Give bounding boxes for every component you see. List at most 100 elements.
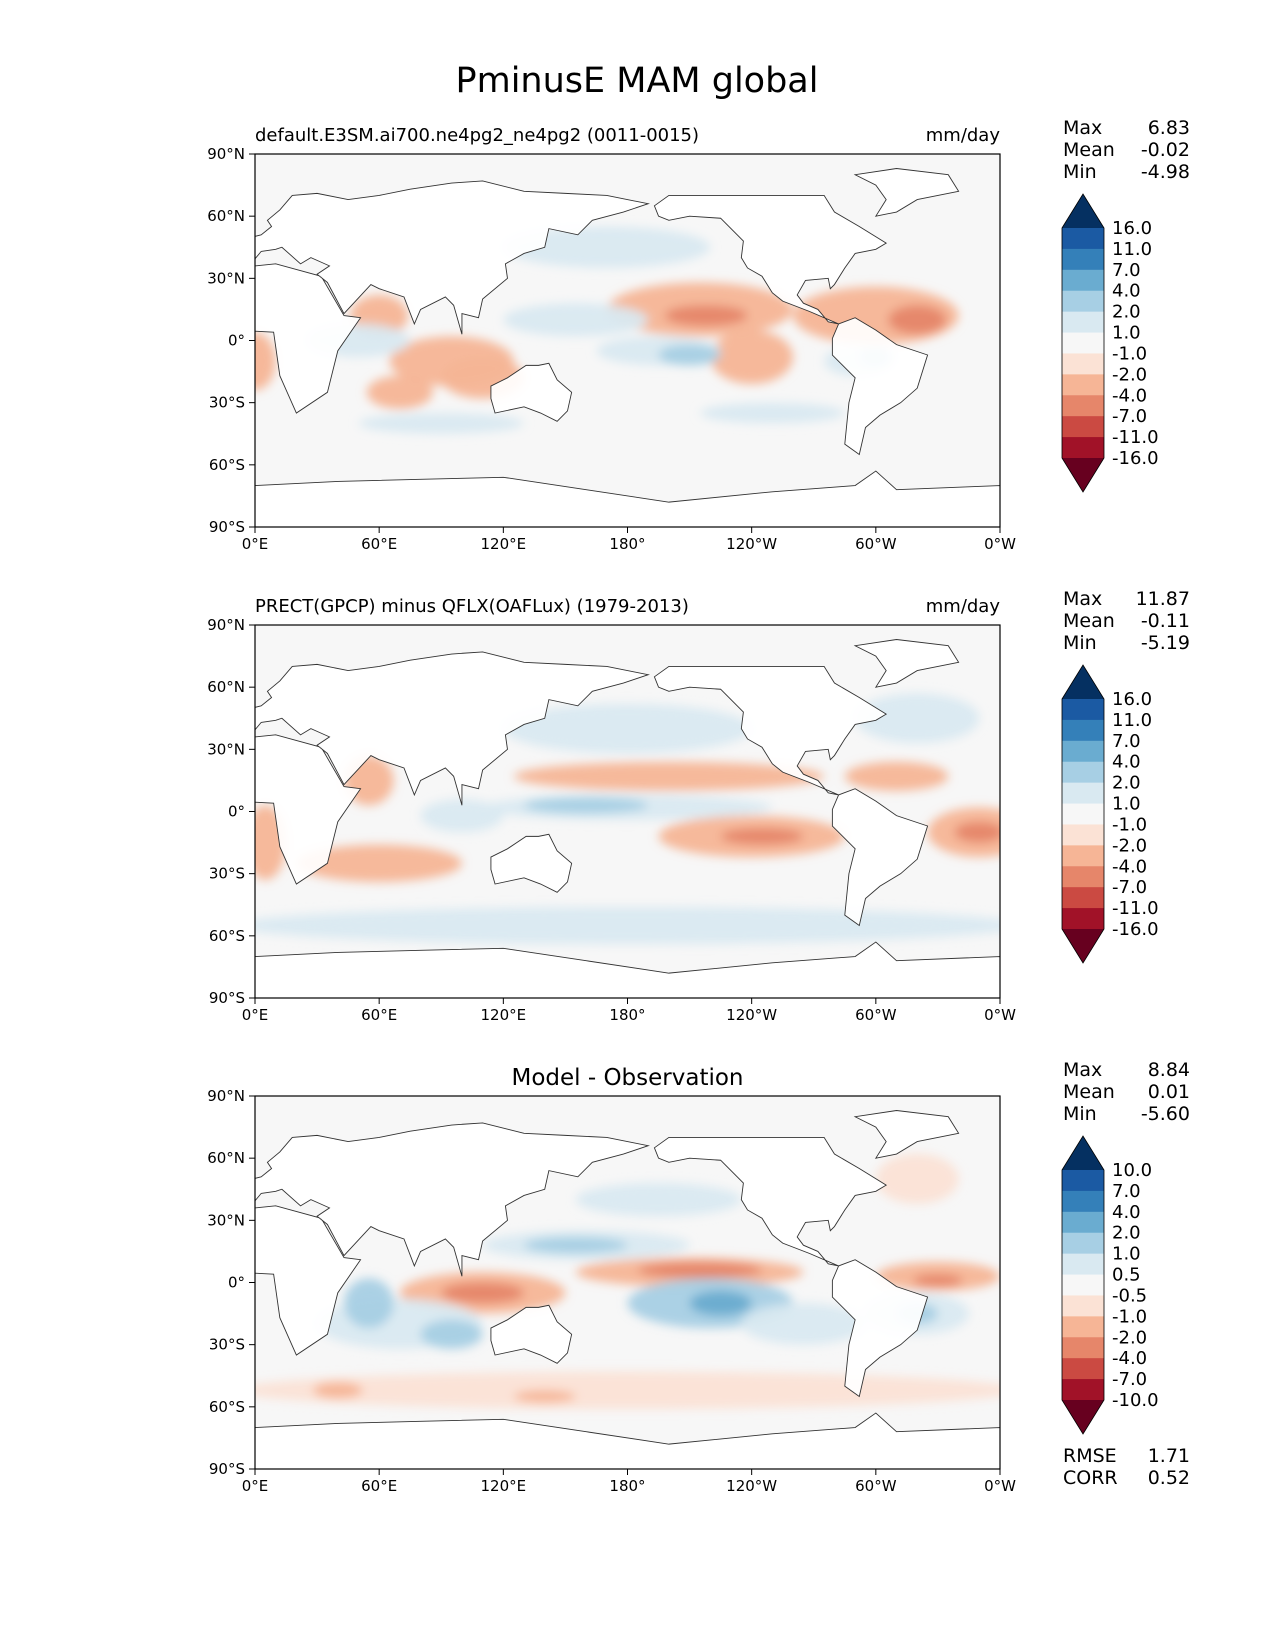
contour-region — [664, 305, 748, 326]
y-tick-label: 60°N — [207, 678, 245, 696]
colorbar-segment — [1062, 374, 1104, 396]
x-tick-label: 180° — [609, 1006, 645, 1024]
colorbar-label: -4.0 — [1112, 856, 1147, 877]
contour-region — [255, 906, 1000, 945]
colorbar-segment — [1062, 782, 1104, 805]
x-tick-label: 120°W — [726, 535, 777, 553]
colorbar-segment — [1062, 1316, 1104, 1338]
colorbar-label: 11.0 — [1112, 239, 1152, 260]
coastline — [853, 1110, 960, 1159]
units-label: mm/day — [926, 125, 1001, 146]
panel-subtitle-center: Model - Observation — [511, 1065, 743, 1091]
stat-label: Max — [1063, 588, 1102, 610]
contour-region — [844, 761, 949, 791]
contour-region — [913, 1274, 963, 1287]
colorbar-label: 4.0 — [1112, 281, 1141, 302]
contour-region — [875, 1154, 959, 1204]
map-area — [255, 154, 1000, 527]
stat-label: Mean — [1063, 610, 1115, 632]
units-label: mm/day — [926, 596, 1001, 617]
contour-region — [358, 413, 525, 434]
colorbar-label: -10.0 — [1112, 1390, 1159, 1411]
x-tick-label: 60°E — [361, 535, 397, 553]
colorbar: 16.011.07.04.02.01.0-1.0-2.0-4.0-7.0-11.… — [1061, 664, 1159, 964]
stat-value: 0.01 — [1148, 1081, 1190, 1103]
contour-region — [503, 226, 711, 268]
coastline — [653, 194, 888, 325]
contour-region — [296, 844, 462, 882]
stat-value: 0.52 — [1148, 1467, 1190, 1489]
colorbar-label: -7.0 — [1112, 877, 1147, 898]
stat-value: 8.84 — [1148, 1059, 1190, 1081]
colorbar-segment — [1062, 228, 1104, 250]
y-tick-label: 90°N — [207, 616, 245, 634]
contour-region — [513, 1390, 576, 1403]
x-tick-label: 0°W — [984, 1006, 1016, 1024]
colorbar-segment — [1062, 1295, 1104, 1317]
colorbar-extend-top — [1062, 1136, 1104, 1170]
coastline — [255, 941, 1000, 998]
colorbar-segment — [1062, 437, 1104, 459]
colorbar-segment — [1062, 824, 1104, 846]
y-tick-label: 60°S — [209, 456, 245, 474]
coastline — [853, 639, 960, 688]
x-tick-label: 0°E — [242, 1006, 269, 1024]
colorbar-label: 10.0 — [1112, 1160, 1152, 1181]
coastline — [831, 317, 929, 456]
coastline — [853, 168, 960, 217]
stat-value: -5.60 — [1141, 1103, 1190, 1125]
contour-region — [888, 305, 947, 335]
y-tick-label: 0° — [228, 1274, 245, 1292]
x-tick-label: 120°E — [481, 535, 527, 553]
y-tick-label: 30°N — [207, 1211, 245, 1229]
colorbar-segment — [1062, 1358, 1104, 1380]
colorbar-extend-bottom — [1062, 929, 1104, 963]
colorbar-segment — [1062, 290, 1104, 313]
coastline — [255, 263, 362, 414]
colorbar-label: -11.0 — [1112, 898, 1159, 919]
colorbar-label: 2.0 — [1112, 773, 1141, 794]
colorbar-segment — [1062, 1253, 1104, 1276]
contour-region — [855, 693, 980, 744]
colorbar-label: -16.0 — [1112, 919, 1159, 940]
x-tick-label: 0°E — [242, 1477, 269, 1495]
colorbar-label: 2.0 — [1112, 1223, 1141, 1244]
contour-region — [658, 344, 721, 366]
colorbar-label: -1.0 — [1112, 814, 1147, 835]
contour-region — [420, 1319, 483, 1349]
stat-value: 1.71 — [1148, 1445, 1190, 1467]
colorbar-label: -4.0 — [1112, 1348, 1147, 1369]
landmasses — [255, 639, 1000, 998]
colorbar-segment — [1062, 248, 1104, 271]
contour-region — [513, 761, 825, 791]
y-tick-label: 30°S — [209, 865, 245, 883]
x-tick-label: 120°W — [726, 1006, 777, 1024]
contour-field — [255, 226, 959, 434]
stat-label: Min — [1063, 632, 1097, 654]
colorbar-label: 1.0 — [1112, 1244, 1141, 1265]
stat-value: -0.11 — [1141, 610, 1190, 632]
x-tick-label: 60°W — [855, 1006, 897, 1024]
colorbar-extend-bottom — [1062, 458, 1104, 492]
stat-value: 11.87 — [1136, 588, 1190, 610]
colorbar-segment — [1062, 1190, 1104, 1213]
colorbar-segment — [1062, 416, 1104, 438]
contour-region — [343, 1278, 394, 1329]
coastline — [255, 1412, 1000, 1469]
colorbar-label: -2.0 — [1112, 1327, 1147, 1348]
y-tick-label: 0° — [228, 332, 245, 350]
contour-region — [420, 799, 504, 833]
contour-region — [720, 828, 804, 845]
colorbar-label: -1.0 — [1112, 1306, 1147, 1327]
x-tick-label: 120°E — [481, 1006, 527, 1024]
landmasses — [255, 168, 1000, 527]
y-tick-label: 60°N — [207, 1149, 245, 1167]
colorbar-segment — [1062, 908, 1104, 930]
y-tick-label: 90°S — [209, 518, 245, 536]
colorbar-segment — [1062, 332, 1104, 354]
x-tick-label: 0°W — [984, 535, 1016, 553]
x-tick-label: 60°E — [361, 1006, 397, 1024]
stat-label: Min — [1063, 1103, 1097, 1125]
colorbar-extend-top — [1062, 665, 1104, 699]
